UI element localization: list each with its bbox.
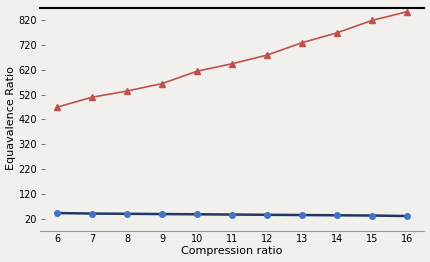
Text: –: – bbox=[38, 90, 46, 100]
Text: –: – bbox=[38, 114, 46, 124]
Text: –: – bbox=[38, 164, 46, 174]
Text: –: – bbox=[38, 40, 46, 50]
Text: –: – bbox=[38, 15, 46, 25]
Text: –: – bbox=[38, 214, 46, 223]
Text: –: – bbox=[38, 65, 46, 75]
Text: –: – bbox=[38, 189, 46, 199]
Y-axis label: Equavalence Ratio: Equavalence Ratio bbox=[6, 66, 15, 170]
X-axis label: Compression ratio: Compression ratio bbox=[181, 247, 283, 256]
Text: –: – bbox=[38, 139, 46, 149]
